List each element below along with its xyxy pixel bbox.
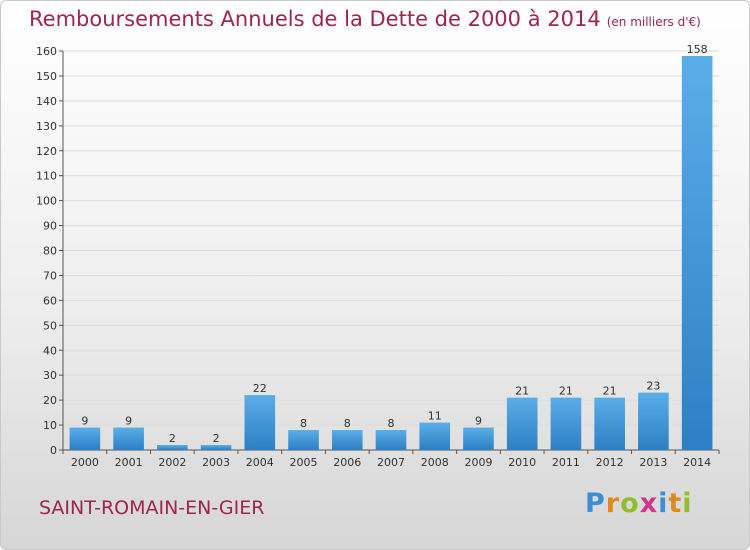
x-tick-label: 2004 bbox=[246, 456, 274, 469]
bar-2002 bbox=[157, 445, 188, 450]
y-tick-label: 10 bbox=[43, 419, 57, 432]
logo-letter: P bbox=[585, 488, 606, 519]
x-tick-label: 2000 bbox=[71, 456, 99, 469]
logo-letter: i bbox=[658, 488, 669, 519]
y-tick-label: 60 bbox=[43, 294, 57, 307]
value-label: 9 bbox=[81, 415, 88, 428]
bar-2006 bbox=[331, 430, 363, 450]
x-tick-label: 2014 bbox=[683, 456, 711, 469]
chart-subtitle: (en milliers d'€) bbox=[606, 15, 701, 29]
axes: 0 10 20 30 40 50 60 70 80 90 100 110 120 130 140 150 160… bbox=[36, 45, 720, 469]
value-label: 2 bbox=[169, 432, 176, 445]
x-tick-label: 2011 bbox=[552, 456, 580, 469]
title-text: Remboursements Annuels de la Dette de 20… bbox=[29, 7, 601, 31]
bar-2008 bbox=[419, 422, 451, 450]
bar-2001 bbox=[113, 427, 144, 450]
logo-letter: x bbox=[639, 488, 659, 519]
logo-letter: o bbox=[620, 488, 640, 519]
x-tick-label: 2012 bbox=[596, 456, 624, 469]
bar-2007 bbox=[375, 430, 407, 450]
value-label: 22 bbox=[253, 382, 267, 395]
bar-2009 bbox=[463, 427, 494, 450]
value-label: 21 bbox=[603, 385, 617, 398]
value-label: 158 bbox=[687, 43, 708, 56]
y-tick-label: 160 bbox=[36, 45, 57, 58]
y-tick-label: 50 bbox=[43, 319, 57, 332]
y-tick-label: 110 bbox=[36, 170, 57, 183]
value-label: 9 bbox=[125, 415, 132, 428]
bar-2013 bbox=[638, 392, 669, 450]
value-label: 8 bbox=[388, 417, 395, 430]
bar-2011 bbox=[550, 397, 582, 450]
y-tick-label: 70 bbox=[43, 269, 57, 282]
bar-2000 bbox=[69, 427, 101, 450]
chart-title: Remboursements Annuels de la Dette de 20… bbox=[29, 7, 701, 31]
x-tick-label: 2002 bbox=[158, 456, 186, 469]
bar-2003 bbox=[200, 445, 232, 450]
logo-letter: r bbox=[605, 488, 621, 519]
value-label: 8 bbox=[344, 417, 351, 430]
x-tick-label: 2010 bbox=[508, 456, 536, 469]
x-tick-label: 2008 bbox=[421, 456, 449, 469]
x-tick-label: 2013 bbox=[639, 456, 667, 469]
y-tick-label: 120 bbox=[36, 145, 57, 158]
x-tick-label: 2009 bbox=[464, 456, 492, 469]
bar-2004 bbox=[244, 395, 276, 450]
y-tick-label: 100 bbox=[36, 195, 57, 208]
value-label: 11 bbox=[428, 410, 442, 423]
y-tick-label: 80 bbox=[43, 245, 57, 258]
bar-2010 bbox=[506, 397, 538, 450]
bar-2005 bbox=[288, 430, 319, 450]
value-label: 21 bbox=[559, 385, 573, 398]
x-tick-label: 2003 bbox=[202, 456, 230, 469]
value-label: 8 bbox=[300, 417, 307, 430]
value-label: 21 bbox=[515, 385, 529, 398]
x-tick-label: 2007 bbox=[377, 456, 405, 469]
logo-letter: t bbox=[668, 488, 683, 519]
value-label: 2 bbox=[213, 432, 220, 445]
bar-2012 bbox=[594, 397, 625, 450]
y-tick-label: 30 bbox=[43, 369, 57, 382]
commune-name: SAINT-ROMAIN-EN-GIER bbox=[39, 497, 265, 519]
bars bbox=[69, 55, 713, 451]
value-label: 23 bbox=[646, 380, 660, 393]
value-label: 9 bbox=[475, 415, 482, 428]
grid-lines bbox=[63, 50, 719, 451]
x-tick-label: 2001 bbox=[115, 456, 143, 469]
bar-2014 bbox=[681, 55, 713, 451]
y-tick-label: 140 bbox=[36, 95, 57, 108]
y-tick-label: 130 bbox=[36, 120, 57, 133]
x-tick-label: 2005 bbox=[290, 456, 318, 469]
proxiti-logo: Proxiti bbox=[585, 488, 693, 519]
y-tick-label: 150 bbox=[36, 70, 57, 83]
y-tick-label: 40 bbox=[43, 344, 57, 357]
x-tick-label: 2006 bbox=[333, 456, 361, 469]
logo-letter: i bbox=[682, 488, 693, 519]
y-tick-label: 0 bbox=[50, 444, 57, 457]
y-tick-label: 20 bbox=[43, 394, 57, 407]
y-tick-label: 90 bbox=[43, 220, 57, 233]
